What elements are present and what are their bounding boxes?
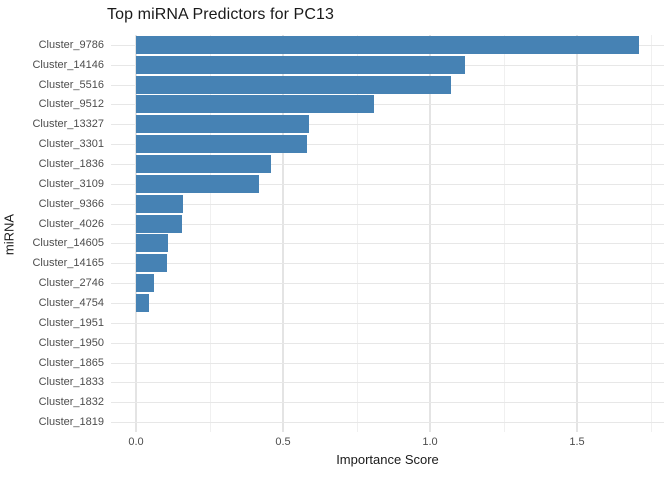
x-tick-label: 0.5	[275, 436, 291, 448]
y-major-gridline	[111, 243, 664, 244]
y-major-gridline	[111, 164, 664, 165]
y-major-gridline	[111, 323, 664, 324]
x-major-gridline	[135, 35, 137, 432]
x-tick-label: 0.0	[128, 436, 144, 448]
y-tick-label: Cluster_4754	[38, 297, 104, 309]
y-tick-label: Cluster_14605	[32, 237, 104, 249]
y-tick-label: Cluster_14165	[32, 257, 104, 269]
x-major-gridline	[429, 35, 431, 432]
bar	[136, 254, 167, 272]
y-tick-label: Cluster_1836	[38, 158, 104, 170]
plot-panel	[111, 35, 664, 432]
y-tick-label: Cluster_1819	[38, 416, 104, 428]
x-minor-gridline	[650, 35, 652, 432]
y-tick-label: Cluster_4026	[38, 218, 104, 230]
y-major-gridline	[111, 124, 664, 125]
bar	[136, 215, 182, 233]
y-tick-label: Cluster_1951	[38, 317, 104, 329]
x-minor-gridline	[356, 35, 358, 432]
y-tick-label: Cluster_3301	[38, 138, 104, 150]
y-tick-label: Cluster_1950	[38, 337, 104, 349]
y-major-gridline	[111, 144, 664, 145]
y-tick-label: Cluster_1865	[38, 357, 104, 369]
y-major-gridline	[111, 422, 664, 423]
bar	[136, 95, 374, 113]
bar	[136, 234, 168, 252]
x-major-gridline	[282, 35, 284, 432]
bar	[136, 274, 154, 292]
y-tick-label: Cluster_1832	[38, 396, 104, 408]
y-major-gridline	[111, 224, 664, 225]
bar	[136, 175, 259, 193]
y-tick-label: Cluster_2746	[38, 277, 104, 289]
y-major-gridline	[111, 402, 664, 403]
bar	[136, 135, 307, 153]
y-major-gridline	[111, 303, 664, 304]
bar	[136, 36, 639, 54]
y-tick-label: Cluster_13327	[32, 118, 104, 130]
x-minor-gridline	[209, 35, 211, 432]
y-tick-label: Cluster_14146	[32, 59, 104, 71]
x-axis-title: Importance Score	[336, 452, 439, 467]
x-axis-tick-labels: 0.0 0.5 1.0 1.5	[0, 436, 672, 450]
x-tick-label: 1.0	[422, 436, 438, 448]
y-major-gridline	[111, 263, 664, 264]
y-tick-label: Cluster_9512	[38, 98, 104, 110]
bar	[136, 56, 465, 74]
y-major-gridline	[111, 104, 664, 105]
y-major-gridline	[111, 184, 664, 185]
y-major-gridline	[111, 382, 664, 383]
y-major-gridline	[111, 283, 664, 284]
bar	[136, 294, 149, 312]
y-major-gridline	[111, 204, 664, 205]
chart-title: Top miRNA Predictors for PC13	[107, 6, 334, 23]
y-tick-label: Cluster_1833	[38, 376, 104, 388]
y-major-gridline	[111, 363, 664, 364]
x-major-gridline	[576, 35, 578, 432]
y-tick-label: Cluster_3109	[38, 178, 104, 190]
bar	[136, 76, 451, 94]
bar	[136, 115, 309, 133]
y-axis-tick-labels: Cluster_9786 Cluster_14146 Cluster_5516 Clu…	[0, 35, 104, 432]
y-tick-label: Cluster_9786	[38, 39, 104, 51]
bar	[136, 155, 271, 173]
y-tick-label: Cluster_5516	[38, 79, 104, 91]
x-tick-label: 1.5	[569, 436, 585, 448]
bar	[136, 195, 183, 213]
x-minor-gridline	[503, 35, 505, 432]
y-major-gridline	[111, 343, 664, 344]
y-tick-label: Cluster_9366	[38, 198, 104, 210]
